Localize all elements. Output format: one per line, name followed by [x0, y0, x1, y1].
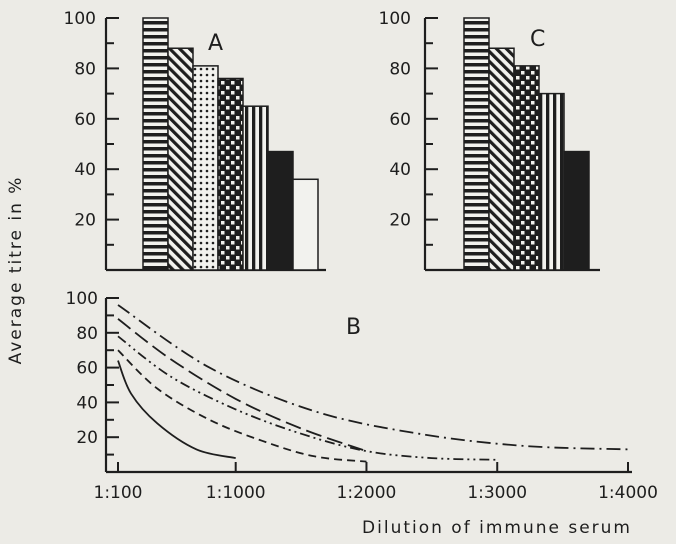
x-axis-label: Dilution of immune serum [362, 518, 632, 538]
panel-b-label: B [346, 315, 361, 340]
panel-a-y-tick-label: 60 [74, 110, 96, 130]
panel-b-y-tick-label: 80 [76, 324, 98, 344]
panel-c-y-tick-label: 20 [389, 211, 411, 231]
panel-a-y-tick-label: 40 [74, 160, 96, 180]
panel-b-y-tick-label: 20 [76, 428, 98, 448]
panel-a-bar [217, 77, 244, 271]
panel-b-lines [117, 304, 629, 463]
panel-b-series-line [117, 335, 498, 461]
panel-b-y-tick-label: 100 [66, 289, 98, 309]
y-axis-label: Average titre in % [6, 176, 26, 365]
panel-c-label: C [530, 27, 545, 52]
panel-c-bar [563, 150, 590, 271]
panel-c-y-tick-label: 100 [379, 9, 411, 29]
panel-c-y-tick-label: 60 [389, 110, 411, 130]
panel-a-bar [267, 150, 294, 271]
panel-c-y-tick-label: 40 [389, 160, 411, 180]
panel-a-bar [292, 178, 319, 271]
panel-b-y-tick-label: 60 [76, 359, 98, 379]
panel-a-label: A [208, 31, 223, 56]
panel-b-x-tick-label: 1:1000 [206, 483, 266, 503]
panel-b-line-chart: 20 40 60 80 100 1:100 1:1000 1:2000 1:3000 1:4000… [66, 289, 658, 538]
panel-b-series-line [117, 304, 629, 451]
panel-a-y-tick-label: 20 [74, 211, 96, 231]
panel-a-y-tick-label: 80 [74, 59, 96, 79]
panel-c-bar [513, 65, 540, 271]
panel-a-bar [242, 105, 269, 271]
panel-a-bar [167, 47, 194, 271]
panel-b-x-tick-label: 1:3000 [467, 483, 527, 503]
panel-a-bars [142, 17, 319, 271]
panel-a-bar [142, 17, 169, 271]
panel-c-bar [538, 92, 565, 271]
panel-a-bar [192, 65, 219, 271]
panel-b-series-line [117, 318, 367, 452]
panel-c-y-tick-label: 80 [389, 59, 411, 79]
panel-a-y-tick-label: 100 [64, 9, 96, 29]
panel-b-series-line [117, 349, 367, 463]
panel-c-bar [488, 47, 515, 271]
panel-a-bar-chart: 20 40 60 80 100 A [64, 9, 326, 272]
panel-c-bar-chart: 20 40 60 80 100 C [379, 9, 600, 272]
panel-b-x-tick-label: 1:100 [94, 483, 143, 503]
panel-b-axes: 20 40 60 80 100 1:100 1:1000 1:2000 1:3000 1:4000 [66, 289, 658, 503]
panel-c-bar [463, 17, 490, 271]
panel-a-axes: 20 40 60 80 100 [64, 9, 326, 272]
panel-b-y-tick-label: 40 [76, 393, 98, 413]
panel-b-x-tick-label: 1:4000 [598, 483, 658, 503]
panel-b-x-tick-label: 1:2000 [337, 483, 397, 503]
panel-b-series-line [117, 360, 236, 459]
panel-c-bars [463, 17, 590, 271]
